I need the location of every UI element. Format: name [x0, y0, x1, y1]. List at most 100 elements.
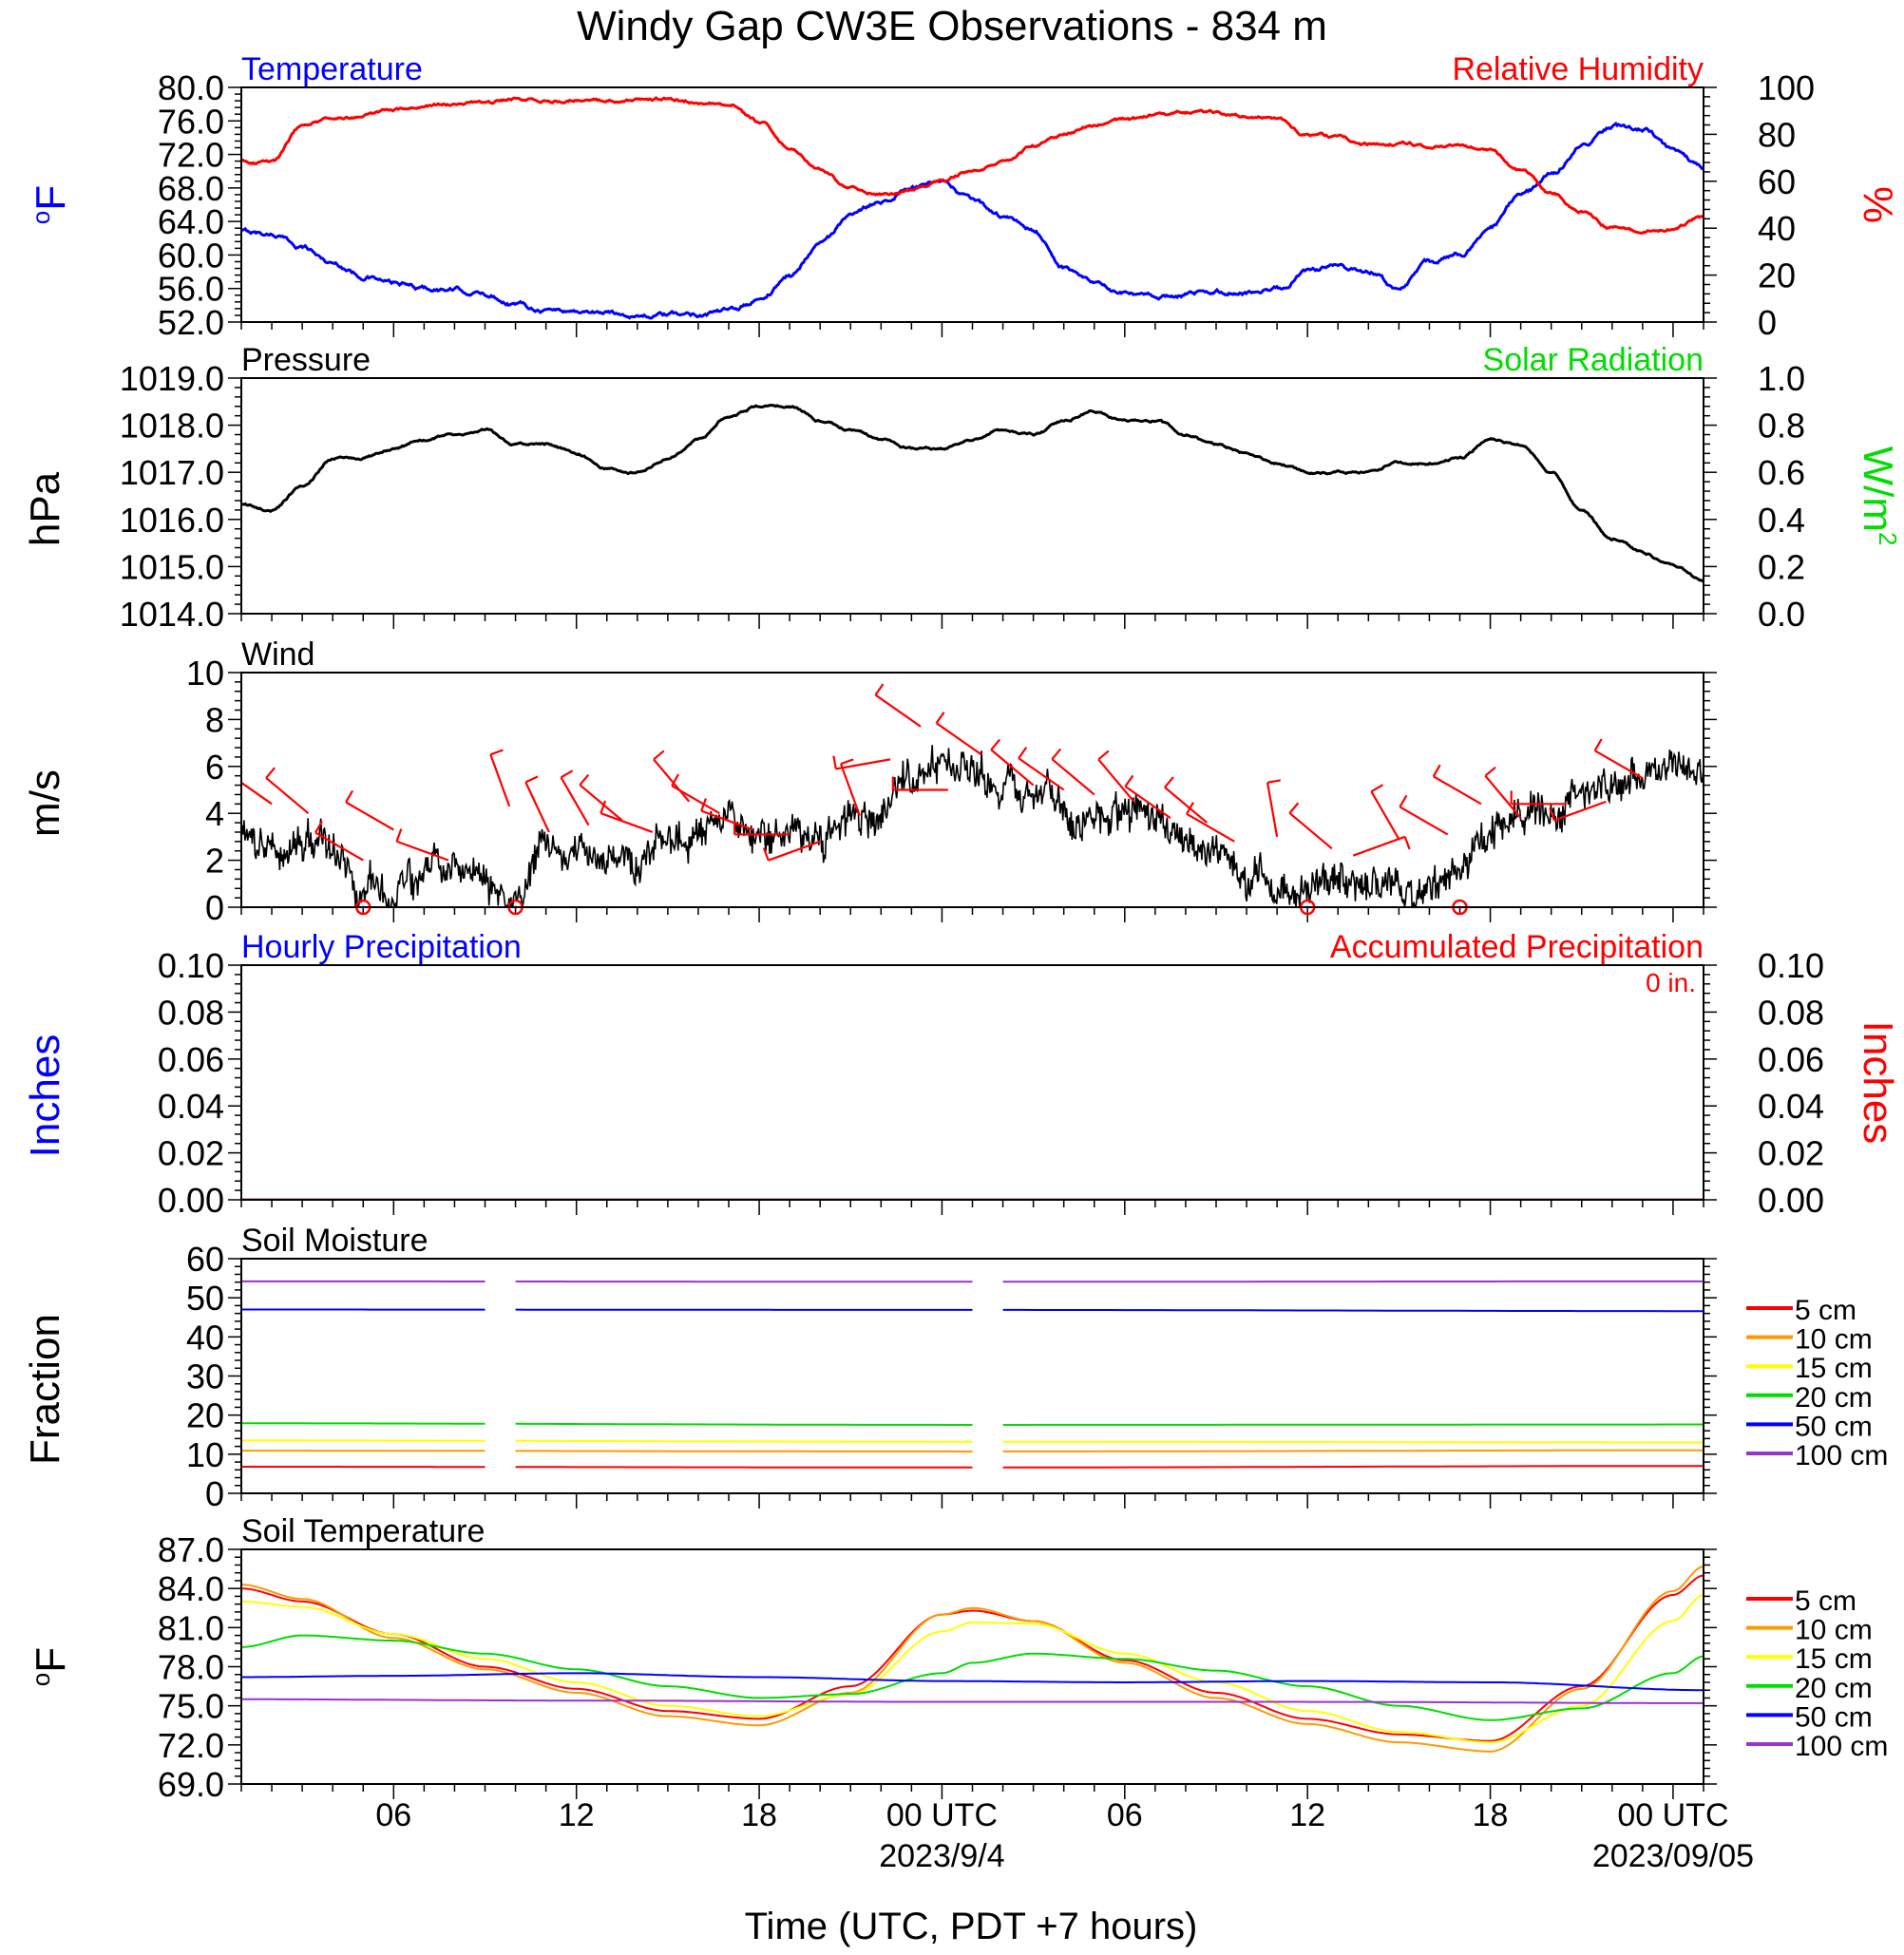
y-tick-label: 2 [205, 842, 224, 881]
series-line-15-cm [515, 1439, 973, 1443]
panel-wind: 0 2 4 6 8 10 Wind m/s [22, 636, 1717, 927]
wind-barb-staff [839, 763, 861, 817]
y-tick-label: 80.0 [158, 68, 224, 107]
wind-barb [1097, 750, 1135, 803]
wind-barb-staff [265, 777, 310, 815]
series-line-20-cm [515, 1422, 973, 1426]
y-tick-label: 0 [205, 1474, 224, 1513]
y-tick-label: 30 [186, 1357, 224, 1396]
wind-barb [935, 712, 982, 756]
wind-barb-flag [1593, 738, 1603, 751]
y-tick-label: 64.0 [158, 202, 224, 241]
wind-barb-staff [600, 812, 654, 833]
wind-barb [1186, 802, 1235, 843]
wind-barb [839, 758, 861, 817]
x-axis-label: Time (UTC, PDT +7 hours) [745, 1906, 1198, 1947]
y-tick-label: 60 [186, 1240, 224, 1279]
series-line-15-cm [241, 1594, 1704, 1744]
y-axis-label: oF [27, 185, 74, 224]
wind-barb [990, 738, 1035, 787]
series-line-50-cm [1002, 1308, 1704, 1313]
series-line-15-cm [1002, 1440, 1704, 1444]
wind-barb-flag [489, 749, 504, 756]
panel-title-left: Soil Moisture [241, 1223, 428, 1259]
wind-barb [1164, 776, 1209, 824]
wind-barb-staff [1594, 750, 1644, 780]
y-axis-label: Fraction [22, 1314, 68, 1465]
y-tick-label: 60.0 [158, 236, 224, 275]
panel-temp_rh: 52.056.060.064.068.072.076.080.0 0 20 40 60 8… [27, 51, 1901, 342]
y2-tick-label: 100 [1758, 68, 1815, 107]
y2-tick-label: 0.06 [1758, 1040, 1824, 1079]
wind-barb-staff [1266, 782, 1279, 838]
panel-title-left: Pressure [241, 342, 371, 378]
wind-barb-flag [1370, 784, 1384, 793]
y-tick-label: 0.02 [158, 1134, 224, 1173]
y-tick-label: 0.04 [158, 1087, 224, 1126]
series-line-100-cm [241, 1698, 1704, 1704]
y-axis-label: m/s [22, 769, 68, 837]
x-tick-label: 18 [741, 1797, 777, 1833]
wind-barb-flag [671, 773, 680, 787]
wind-barb-flag [1266, 779, 1282, 784]
y2-tick-label: 0.2 [1758, 547, 1805, 586]
series-line-20-cm [241, 1634, 1704, 1721]
plot-frame [240, 964, 1704, 1201]
y-tick-label: 56.0 [158, 270, 224, 309]
wind-barb-staff [1484, 775, 1522, 819]
y2-axis-label: W/m2 [1855, 446, 1902, 546]
wind-barb [1051, 748, 1095, 796]
panel-title-right: Relative Humidity [1452, 51, 1704, 87]
wind-barb-staff [1051, 758, 1095, 796]
panel-title-left: Temperature [241, 51, 423, 87]
panel-title-right: Solar Radiation [1483, 342, 1704, 378]
wind-barb [671, 773, 720, 815]
panel-title-right: Accumulated Precipitation [1330, 929, 1704, 965]
panel-title-left: Hourly Precipitation [241, 929, 522, 965]
wind-barb-flag [1186, 802, 1194, 815]
wind-barb-flag [935, 712, 945, 724]
y-tick-label: 10 [186, 1435, 224, 1474]
series-group [241, 1280, 1704, 1469]
y-tick-label: 6 [205, 748, 224, 787]
wind-barb [832, 755, 891, 770]
legend-label: 100 cm [1795, 1440, 1888, 1471]
x-tick-label: 12 [1289, 1797, 1325, 1833]
series-line-5-cm [1002, 1465, 1704, 1469]
y2-tick-label: 0.4 [1758, 501, 1805, 540]
wind-barb [762, 840, 821, 862]
legend-label: 5 cm [1795, 1295, 1856, 1326]
series-line-relative-humidity [241, 96, 1704, 235]
wind-barb-flag [524, 775, 539, 784]
series-line-10-cm [1002, 1449, 1704, 1452]
wind-barb-staff [489, 753, 511, 807]
y2-tick-label: 0.10 [1758, 946, 1824, 985]
wind-barb [600, 800, 654, 833]
y2-tick-label: 40 [1758, 209, 1796, 248]
wind-barb [489, 749, 511, 807]
series-group [241, 683, 1704, 907]
legend-label: 15 cm [1795, 1643, 1873, 1675]
y-tick-label: 1016.0 [120, 501, 224, 540]
wind-barb [314, 820, 364, 862]
y2-tick-label: 0 [1758, 303, 1777, 342]
y-tick-label: 84.0 [158, 1569, 224, 1608]
wind-barb [653, 750, 691, 803]
wind-barb [1266, 779, 1282, 838]
y-tick-label: 8 [205, 700, 224, 739]
y-tick-label: 1019.0 [120, 359, 224, 398]
y-tick-label: 72.0 [158, 1726, 224, 1765]
y-tick-label: 40 [186, 1318, 224, 1357]
wind-barb-flag [265, 767, 276, 779]
wind-barb [395, 828, 449, 862]
wind-barb [1352, 835, 1411, 857]
wind-barb-flag [1549, 807, 1555, 822]
plot-frame [240, 377, 1704, 615]
legend-label: 10 cm [1795, 1324, 1873, 1356]
wind-barb [1432, 764, 1482, 806]
x-tick-label: 06 [375, 1797, 411, 1833]
y-axis-label: Inches [22, 1034, 68, 1158]
